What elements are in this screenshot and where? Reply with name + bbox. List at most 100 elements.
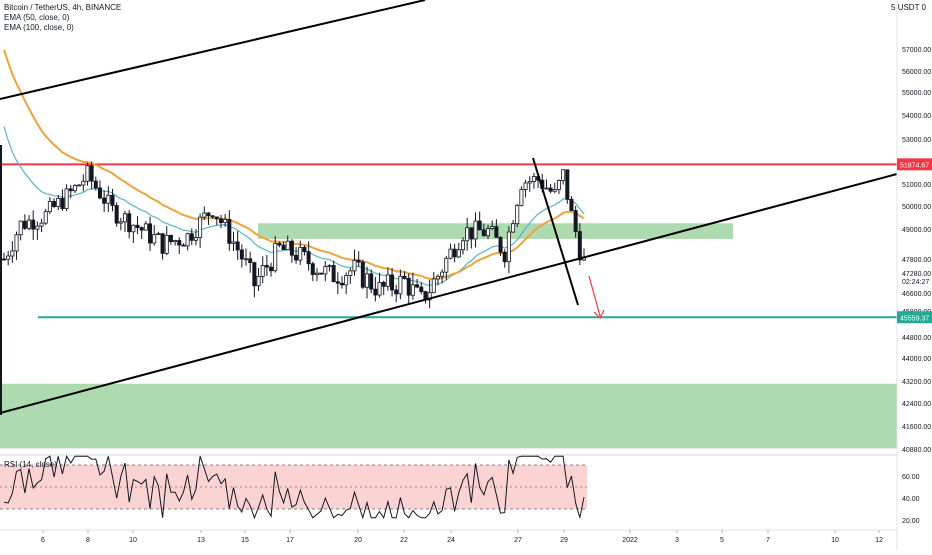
- price-unit-label: 5 USDT 0: [891, 3, 926, 12]
- candle-body: [123, 213, 128, 223]
- candle-body: [511, 223, 516, 233]
- price-tick-label: 42400.00: [902, 401, 931, 408]
- upper-channel-trendline: [0, 0, 426, 100]
- candles-layer: [0, 145, 587, 415]
- price-tick-label: 44000.00: [902, 356, 931, 363]
- ema-50-line: [3, 126, 585, 287]
- price-tick-label: 46600.00: [902, 291, 931, 298]
- time-tick-label: 20: [354, 537, 362, 544]
- rising-support-trendline: [0, 173, 898, 414]
- candle-body: [331, 265, 336, 283]
- time-tick-label: 3: [675, 537, 679, 544]
- legend-ema50: EMA (50, close, 0): [4, 13, 70, 22]
- candle-body: [68, 188, 73, 192]
- candle-body: [39, 222, 44, 227]
- candle-body: [435, 275, 440, 280]
- candle-body: [14, 234, 19, 252]
- candle-body: [577, 231, 582, 261]
- candle-body: [544, 187, 549, 190]
- candle-body: [185, 233, 190, 247]
- candle-body: [515, 204, 520, 225]
- candle-body: [56, 197, 61, 207]
- candle-body: [394, 289, 399, 295]
- candle-body: [168, 234, 173, 243]
- candle-body: [469, 227, 474, 240]
- price-tick-label: 55000.00: [902, 90, 931, 97]
- zones-layer: [0, 223, 897, 449]
- candle-body: [114, 205, 119, 224]
- price-tick-label: 57000.00: [902, 47, 931, 54]
- candle-body: [289, 240, 294, 256]
- candle-body: [431, 278, 436, 294]
- candle-body: [264, 265, 269, 268]
- candle-body: [131, 224, 136, 233]
- price-tick-label: 47280.00: [902, 271, 931, 278]
- price-tick-label: 44800.00: [902, 335, 931, 342]
- candle-body: [548, 187, 553, 192]
- candle-body: [35, 225, 40, 230]
- candle-body: [72, 184, 77, 192]
- candle-body: [406, 277, 411, 296]
- rsi-tick-label: 60.00: [902, 474, 920, 481]
- candle-body: [47, 201, 52, 213]
- time-tick-label: 15: [241, 537, 249, 544]
- candle-body: [306, 251, 311, 265]
- candle-body: [498, 237, 503, 253]
- candle-body: [344, 275, 349, 286]
- trendlines-layer: [0, 0, 898, 414]
- candle-body: [218, 218, 223, 223]
- candle-body: [143, 223, 148, 231]
- ema-100-line: [3, 49, 585, 280]
- time-tick-label: 29: [560, 537, 568, 544]
- price-tick-label: 40880.00: [902, 447, 931, 454]
- candle-body: [256, 275, 261, 287]
- candle-body: [427, 292, 432, 301]
- candle-body: [410, 284, 415, 296]
- candle-body: [573, 210, 578, 232]
- price-tick-label: 51000.00: [902, 182, 931, 189]
- candle-body: [348, 270, 353, 276]
- candle-body: [273, 242, 278, 272]
- candle-body: [6, 255, 11, 260]
- candle-body: [156, 233, 161, 236]
- time-tick-label: 17: [286, 537, 294, 544]
- candle-body: [106, 194, 111, 204]
- candle-body: [281, 244, 286, 251]
- time-tick-label: 22: [400, 537, 408, 544]
- rsi-line: [3, 454, 585, 520]
- down-arrow-head: [593, 309, 605, 320]
- price-tick-label: 49000.00: [902, 227, 931, 234]
- candle-body: [277, 242, 282, 246]
- chart-legend: Bitcoin / TetherUS, 4h, BINANCE EMA (50,…: [4, 3, 121, 33]
- candle-body: [448, 248, 453, 259]
- legend-symbol: Bitcoin / TetherUS, 4h, BINANCE: [4, 3, 122, 12]
- candle-body: [52, 201, 57, 207]
- candle-body: [369, 273, 374, 290]
- candle-body: [356, 259, 361, 263]
- candle-body: [85, 165, 90, 182]
- candle-body: [2, 258, 7, 261]
- candle-body: [10, 250, 15, 257]
- candle-body: [127, 213, 132, 233]
- candle-body: [390, 274, 395, 291]
- rsi-tick-label: 20.00: [902, 518, 920, 525]
- candle-body: [523, 182, 528, 190]
- candle-body: [531, 176, 536, 182]
- candle-body: [561, 169, 566, 181]
- rsi-layer: 60.00 40.00 20.00: [0, 454, 920, 525]
- candle-body: [64, 188, 69, 209]
- candle-body: [298, 246, 303, 261]
- candle-body: [252, 262, 257, 287]
- candle-body: [310, 263, 315, 275]
- candle-body: [97, 187, 102, 199]
- price-tick-label: 41600.00: [902, 424, 931, 431]
- candle-body: [556, 180, 561, 190]
- candle-body: [102, 197, 107, 204]
- time-tick-label: 24: [447, 537, 455, 544]
- price-tick-label: 47800.00: [902, 257, 931, 264]
- price-tick-label: 53000.00: [902, 137, 931, 144]
- candle-body: [319, 272, 324, 275]
